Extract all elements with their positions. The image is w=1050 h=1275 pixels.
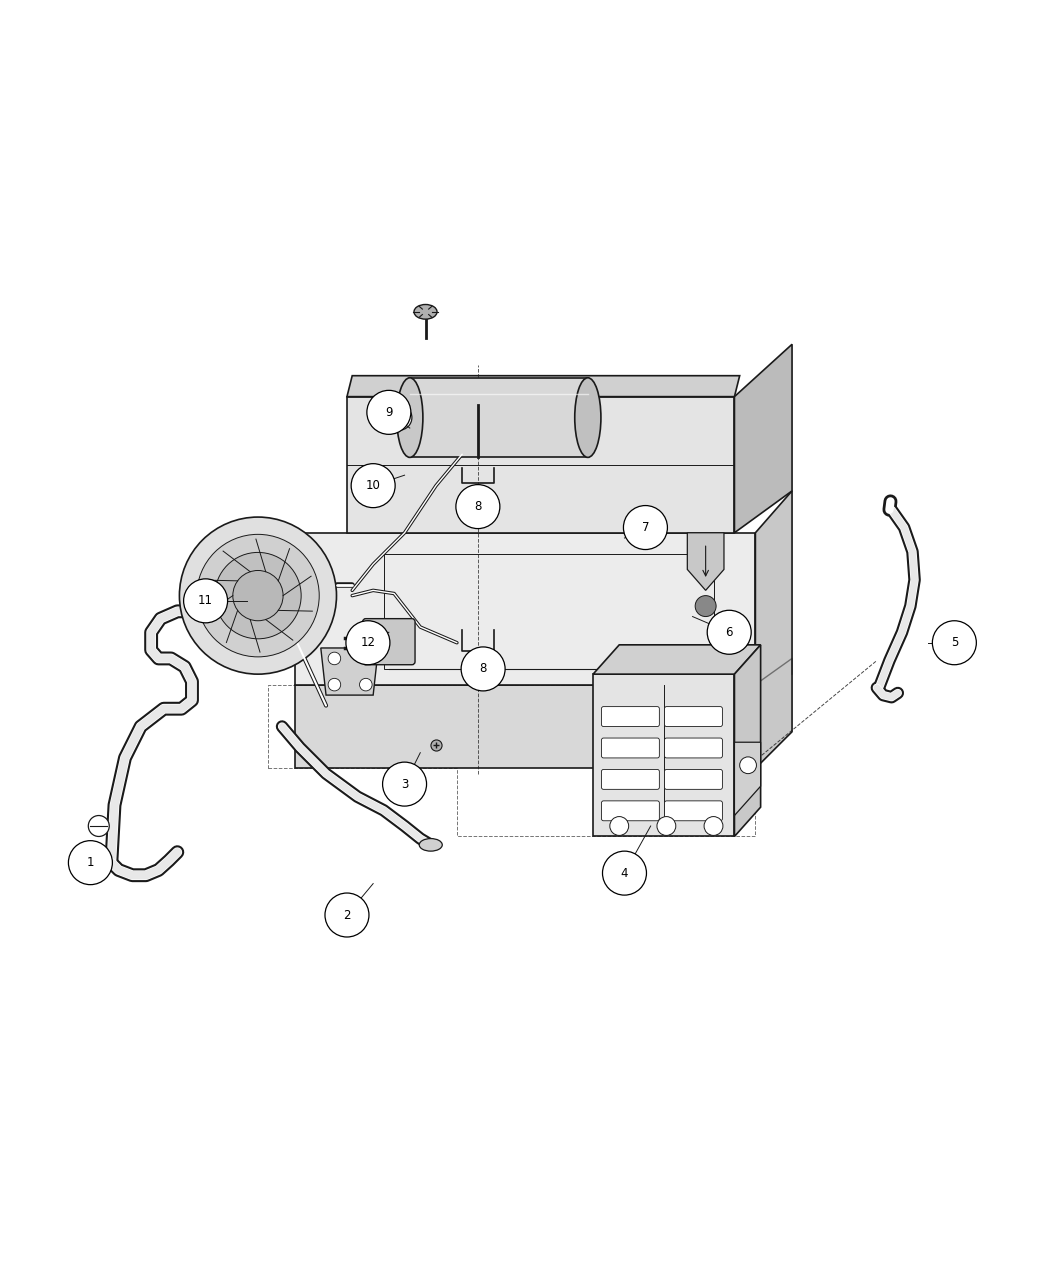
Ellipse shape	[397, 377, 423, 458]
Text: 7: 7	[642, 521, 649, 534]
Text: 8: 8	[480, 663, 487, 676]
Text: 8: 8	[475, 500, 482, 513]
Circle shape	[326, 892, 369, 937]
Text: 4: 4	[621, 867, 628, 880]
Text: 1: 1	[87, 856, 94, 870]
Circle shape	[233, 570, 284, 621]
Text: 6: 6	[726, 626, 733, 639]
Polygon shape	[410, 377, 588, 458]
Polygon shape	[346, 397, 734, 533]
Circle shape	[351, 464, 395, 507]
FancyBboxPatch shape	[362, 618, 415, 664]
Polygon shape	[734, 344, 792, 533]
Circle shape	[386, 405, 412, 430]
FancyBboxPatch shape	[602, 706, 659, 727]
Circle shape	[461, 646, 505, 691]
Circle shape	[739, 757, 756, 774]
Polygon shape	[295, 533, 755, 685]
FancyBboxPatch shape	[665, 706, 722, 727]
FancyBboxPatch shape	[665, 769, 722, 789]
Circle shape	[359, 678, 372, 691]
FancyBboxPatch shape	[602, 769, 659, 789]
Circle shape	[328, 652, 340, 664]
Circle shape	[603, 852, 647, 895]
Circle shape	[184, 579, 228, 623]
Polygon shape	[295, 685, 755, 769]
Circle shape	[88, 816, 109, 836]
Circle shape	[382, 762, 426, 806]
Circle shape	[708, 611, 751, 654]
Circle shape	[215, 552, 301, 639]
FancyBboxPatch shape	[602, 801, 659, 821]
Circle shape	[345, 621, 390, 664]
FancyBboxPatch shape	[665, 738, 722, 757]
Text: 11: 11	[198, 594, 213, 607]
FancyBboxPatch shape	[602, 738, 659, 757]
FancyBboxPatch shape	[665, 801, 722, 821]
Circle shape	[366, 390, 411, 435]
Polygon shape	[688, 533, 723, 590]
Circle shape	[932, 621, 976, 664]
Text: 10: 10	[365, 479, 380, 492]
Text: 9: 9	[385, 405, 393, 419]
Circle shape	[180, 518, 336, 674]
Ellipse shape	[414, 305, 437, 319]
Polygon shape	[734, 645, 760, 836]
Polygon shape	[346, 376, 739, 397]
Text: 3: 3	[401, 778, 408, 790]
Polygon shape	[593, 645, 760, 674]
Text: 5: 5	[950, 636, 958, 649]
Polygon shape	[321, 648, 378, 695]
Circle shape	[657, 816, 676, 835]
Circle shape	[705, 816, 722, 835]
Circle shape	[68, 840, 112, 885]
Polygon shape	[593, 674, 734, 836]
Circle shape	[196, 534, 319, 657]
Circle shape	[695, 595, 716, 617]
Text: 12: 12	[360, 636, 376, 649]
Text: 2: 2	[343, 909, 351, 922]
Circle shape	[328, 678, 340, 691]
Ellipse shape	[574, 377, 601, 458]
Polygon shape	[755, 491, 792, 769]
Ellipse shape	[419, 839, 442, 852]
Circle shape	[359, 652, 372, 664]
Circle shape	[624, 506, 668, 550]
Circle shape	[610, 816, 629, 835]
Polygon shape	[734, 742, 760, 816]
Circle shape	[456, 484, 500, 529]
